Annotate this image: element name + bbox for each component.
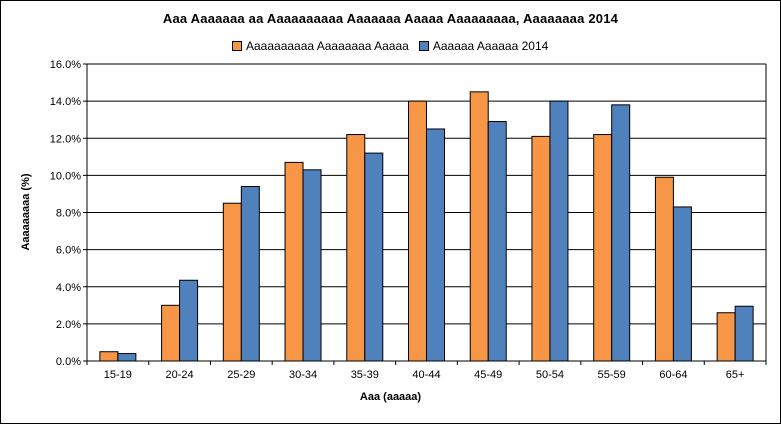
y-tick-label: 6.0% — [56, 245, 81, 257]
x-tick-label: 15-19 — [104, 369, 132, 381]
x-tick-label: 50-54 — [536, 369, 564, 381]
x-tick-label: 40-44 — [412, 369, 440, 381]
x-axis-label: Aaa (aaaaa) — [359, 391, 422, 403]
legend: Aaaaaaaaaa Aaaaaaaa Aaaaa Aaaaaa Aaaaaa … — [232, 38, 558, 54]
y-tick-label: 0.0% — [56, 356, 81, 368]
bar-series-1 — [346, 134, 366, 362]
legend-item-series-2: Aaaaaa Aaaaaa 2014 — [418, 39, 549, 53]
bar-series-1 — [408, 100, 427, 362]
y-tick-label: 16.0% — [50, 59, 81, 71]
y-tick-label: 2.0% — [56, 319, 81, 331]
x-tick-label: 60-64 — [659, 369, 687, 381]
legend-swatch-series-2 — [418, 41, 429, 51]
bar-series-2 — [549, 100, 569, 362]
bar-series-2 — [611, 104, 631, 362]
bar-series-2 — [426, 128, 445, 362]
bar-series-2 — [117, 353, 137, 362]
bar-series-1 — [284, 161, 304, 362]
legend-swatch-series-1 — [232, 41, 242, 51]
bar-series-2 — [672, 206, 692, 362]
y-tick-label: 4.0% — [56, 282, 81, 294]
bar-series-2 — [734, 305, 754, 362]
bar-series-2 — [240, 186, 260, 362]
y-tick-label: 14.0% — [50, 96, 81, 108]
y-tick-label: 10.0% — [50, 170, 81, 182]
legend-label-series-2: Aaaaaa Aaaaaa 2014 — [432, 39, 549, 53]
bar-series-1 — [469, 91, 489, 362]
x-tick-label: 20-24 — [166, 369, 194, 381]
bar-series-2 — [364, 152, 384, 362]
x-tick-label: 55-59 — [598, 369, 626, 381]
bar-series-1 — [222, 202, 242, 362]
bar-series-1 — [593, 134, 613, 362]
bar-series-2 — [487, 121, 507, 362]
bar-series-1 — [716, 312, 736, 362]
bar-series-2 — [302, 169, 322, 362]
x-tick-label: 25-29 — [227, 369, 255, 381]
x-tick-label: 30-34 — [289, 369, 317, 381]
y-tick-label: 8.0% — [56, 208, 81, 220]
bar-series-1 — [161, 304, 181, 362]
x-tick-label: 35-39 — [351, 369, 379, 381]
bar-series-1 — [654, 176, 674, 362]
bar-series-1 — [531, 135, 551, 362]
y-tick-label: 12.0% — [50, 133, 81, 145]
chart-title: Aaa Aaaaaaa aa Aaaaaaaaaa Aaaaaaa Aaaaa … — [162, 11, 619, 26]
legend-label-series-1: Aaaaaaaaaa Aaaaaaaa Aaaaa — [246, 39, 409, 53]
x-tick-label: 45-49 — [474, 369, 502, 381]
x-tick-label: 65+ — [726, 369, 745, 381]
bar-series-1 — [99, 351, 119, 362]
bar-series-2 — [179, 279, 199, 362]
legend-item-series-1: Aaaaaaaaaa Aaaaaaaa Aaaaa — [232, 39, 409, 53]
